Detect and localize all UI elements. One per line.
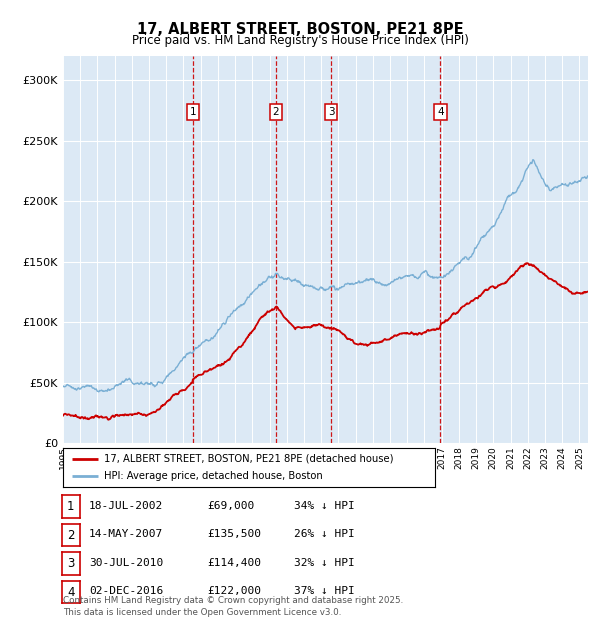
- Text: Contains HM Land Registry data © Crown copyright and database right 2025.
This d: Contains HM Land Registry data © Crown c…: [63, 596, 403, 617]
- Text: HPI: Average price, detached house, Boston: HPI: Average price, detached house, Bost…: [104, 471, 323, 481]
- Text: 37% ↓ HPI: 37% ↓ HPI: [294, 587, 355, 596]
- Text: £69,000: £69,000: [207, 501, 254, 511]
- Text: 1: 1: [190, 107, 196, 117]
- Text: 18-JUL-2002: 18-JUL-2002: [89, 501, 163, 511]
- Text: 30-JUL-2010: 30-JUL-2010: [89, 558, 163, 568]
- Text: 2: 2: [67, 529, 74, 541]
- Text: 3: 3: [67, 557, 74, 570]
- Text: 1: 1: [67, 500, 74, 513]
- Text: 17, ALBERT STREET, BOSTON, PE21 8PE (detached house): 17, ALBERT STREET, BOSTON, PE21 8PE (det…: [104, 454, 394, 464]
- Text: £122,000: £122,000: [207, 587, 261, 596]
- Text: 2: 2: [272, 107, 279, 117]
- Text: 26% ↓ HPI: 26% ↓ HPI: [294, 529, 355, 539]
- Text: 4: 4: [437, 107, 443, 117]
- Text: 32% ↓ HPI: 32% ↓ HPI: [294, 558, 355, 568]
- Text: 4: 4: [67, 586, 74, 598]
- Text: 3: 3: [328, 107, 334, 117]
- Text: 14-MAY-2007: 14-MAY-2007: [89, 529, 163, 539]
- Text: £114,400: £114,400: [207, 558, 261, 568]
- Text: 02-DEC-2016: 02-DEC-2016: [89, 587, 163, 596]
- Text: 17, ALBERT STREET, BOSTON, PE21 8PE: 17, ALBERT STREET, BOSTON, PE21 8PE: [137, 22, 463, 37]
- Text: 34% ↓ HPI: 34% ↓ HPI: [294, 501, 355, 511]
- Text: £135,500: £135,500: [207, 529, 261, 539]
- Text: Price paid vs. HM Land Registry's House Price Index (HPI): Price paid vs. HM Land Registry's House …: [131, 34, 469, 47]
